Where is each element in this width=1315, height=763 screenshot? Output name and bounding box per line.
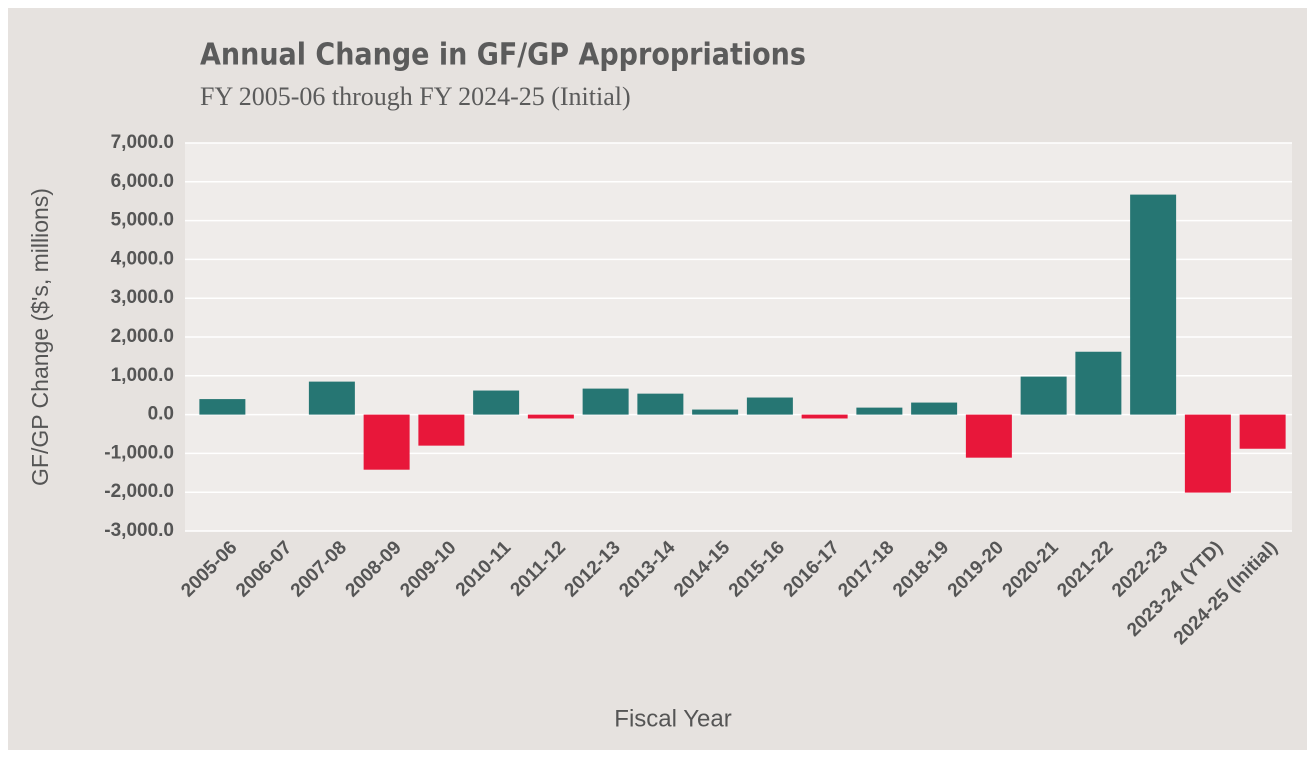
bar	[308, 381, 355, 415]
y-tick-label: -3,000.0	[104, 520, 174, 541]
y-tick-label: 2,000.0	[111, 326, 174, 347]
bar	[199, 399, 246, 415]
chart-title: Annual Change in GF/GP Appropriations	[200, 38, 806, 73]
bar	[1130, 194, 1177, 415]
bar	[746, 397, 793, 415]
bar	[1020, 376, 1067, 415]
y-tick-label: 5,000.0	[111, 210, 174, 231]
bar	[1075, 351, 1122, 415]
bar	[473, 390, 520, 415]
bar	[692, 409, 739, 415]
chart-subtitle: FY 2005-06 through FY 2024-25 (Initial)	[200, 82, 631, 111]
bar	[911, 402, 958, 415]
bar	[418, 414, 465, 446]
y-axis-label: GF/GP Change ($'s, millions)	[27, 188, 53, 486]
bar	[637, 393, 684, 415]
y-tick-label: 0.0	[148, 404, 174, 425]
y-tick-label: 3,000.0	[111, 287, 174, 308]
bar	[527, 414, 574, 419]
y-tick-label: -2,000.0	[104, 481, 174, 502]
x-axis-label: Fiscal Year	[614, 705, 731, 732]
bar	[582, 388, 629, 415]
y-tick-label: 1,000.0	[111, 365, 174, 386]
bar	[856, 407, 903, 415]
y-tick-label: 7,000.0	[111, 132, 174, 153]
y-tick-label: 6,000.0	[111, 171, 174, 192]
bar	[801, 414, 848, 419]
bar	[1239, 414, 1286, 449]
bar	[363, 414, 410, 470]
y-tick-label: 4,000.0	[111, 248, 174, 269]
y-tick-label: -1,000.0	[104, 442, 174, 463]
bar	[965, 414, 1012, 458]
bar	[1184, 414, 1231, 493]
